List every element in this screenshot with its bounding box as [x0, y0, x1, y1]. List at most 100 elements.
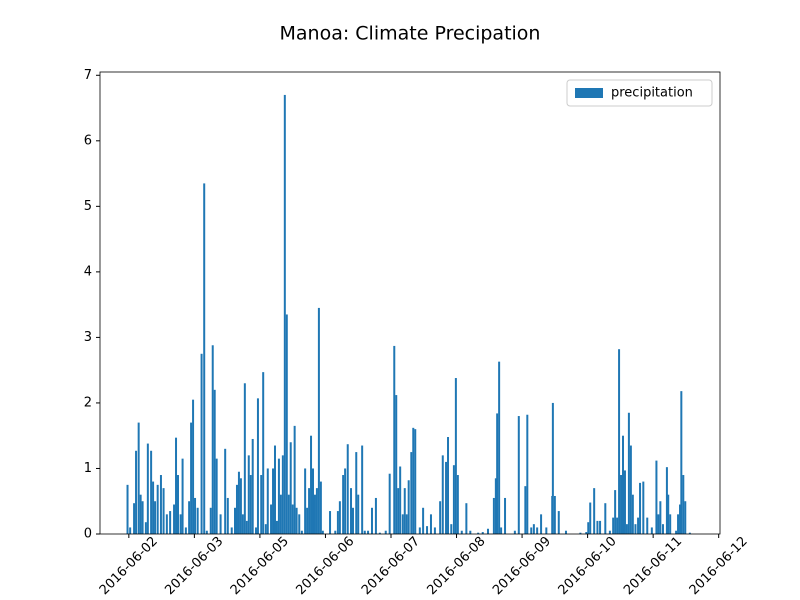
bar [239, 478, 242, 534]
bar [336, 511, 339, 534]
bar [196, 507, 199, 534]
bar [447, 437, 450, 534]
bar [585, 532, 588, 534]
bar [384, 530, 387, 534]
bar [338, 501, 341, 534]
bar [291, 504, 294, 534]
bar [357, 494, 360, 534]
bar [639, 482, 642, 534]
bar [251, 438, 254, 534]
bar [289, 442, 292, 534]
bar [287, 494, 290, 534]
bar [169, 511, 172, 534]
bar [329, 511, 332, 534]
bar [150, 450, 153, 534]
bar [275, 520, 278, 534]
bar [513, 530, 516, 534]
bar [477, 532, 480, 534]
bar [213, 389, 216, 534]
bar [194, 497, 197, 534]
bar [192, 399, 195, 534]
bar [277, 458, 280, 534]
bar [135, 450, 138, 534]
bar [264, 524, 267, 534]
bar [589, 502, 592, 534]
bar [237, 471, 240, 534]
bar [273, 445, 276, 534]
bar [517, 416, 520, 534]
bar [209, 507, 212, 534]
bar [469, 530, 472, 534]
bar [279, 494, 282, 534]
bar [219, 514, 222, 534]
bar [587, 522, 590, 534]
bar [310, 435, 313, 534]
bar [604, 503, 607, 534]
bar [272, 468, 275, 534]
bar [629, 445, 632, 534]
bar [688, 532, 691, 534]
bar [260, 475, 263, 534]
bar [215, 458, 218, 534]
bar [450, 524, 453, 534]
bar [176, 475, 179, 534]
bar [350, 488, 353, 534]
bar [642, 481, 645, 534]
bar [616, 517, 619, 534]
bar [144, 522, 147, 534]
bar [367, 530, 370, 534]
bar [659, 501, 662, 534]
bar [545, 527, 548, 534]
bar [312, 468, 315, 534]
bar [500, 527, 503, 534]
bar [308, 488, 311, 534]
bar [410, 452, 413, 534]
bar [241, 514, 244, 534]
bar [661, 524, 664, 534]
bar [524, 486, 527, 534]
bar [137, 422, 140, 534]
bar [456, 475, 459, 534]
bar [300, 530, 303, 534]
chart-title: Manoa: Climate Precipation [280, 23, 541, 45]
bar [557, 511, 560, 534]
bar [224, 448, 227, 534]
bar [266, 468, 269, 534]
bar [175, 437, 178, 534]
bar [165, 514, 168, 534]
bar [139, 494, 142, 534]
bar [680, 391, 683, 534]
bar [627, 412, 630, 534]
bar [256, 398, 259, 534]
bar [599, 520, 602, 534]
bar [429, 514, 432, 534]
bar [684, 501, 687, 534]
bar [184, 527, 187, 534]
legend-swatch [575, 88, 603, 98]
bar [205, 530, 208, 534]
y-tick-label: 6 [84, 133, 92, 148]
bar [460, 530, 463, 534]
bar [179, 514, 182, 534]
bar [295, 507, 298, 534]
bar [650, 527, 653, 534]
bar [363, 530, 366, 534]
bar [677, 514, 680, 534]
y-tick-label: 2 [84, 395, 92, 410]
bar [293, 425, 296, 534]
bar [346, 444, 349, 534]
bar [393, 345, 396, 534]
bar [553, 495, 556, 534]
bar [270, 504, 273, 534]
bar [622, 435, 625, 534]
bar [422, 507, 425, 534]
bar [441, 455, 444, 534]
bar [181, 458, 184, 534]
bar [614, 490, 617, 534]
bar [173, 504, 176, 534]
bar [401, 514, 404, 534]
bar [667, 494, 670, 534]
bar [313, 494, 316, 534]
bar [454, 378, 457, 534]
bar [433, 527, 436, 534]
